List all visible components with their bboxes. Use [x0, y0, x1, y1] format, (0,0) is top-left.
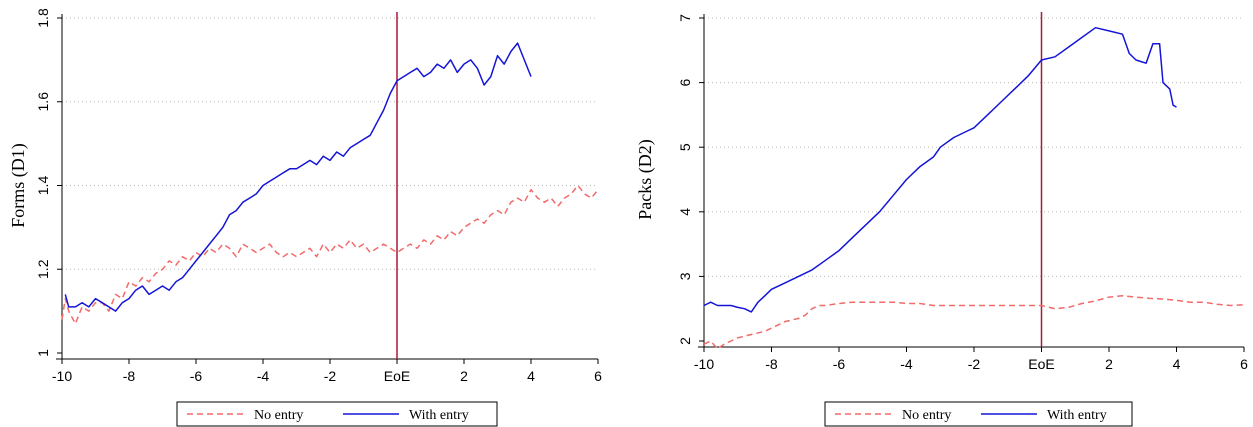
y-tick-label: 2 — [677, 337, 693, 345]
x-tick-label: -8 — [765, 356, 778, 372]
y-tick-label: 7 — [677, 14, 693, 22]
chart-panel-forms: 1 1.2 1.4 1.6 1.8 -10 -8 -6 -4 -2 EoE 2 4 6 Forms (D1)… — [0, 0, 626, 427]
series-line-with-entry — [64, 42, 532, 312]
x-tick-label: EoE — [1028, 356, 1054, 372]
y-tick-label: 1.8 — [35, 8, 51, 28]
legend-label-with-entry: With entry — [1047, 408, 1107, 423]
legend-label-no-entry: No entry — [902, 408, 951, 423]
y-axis-title: Packs (D2) — [635, 139, 656, 219]
y-tick-label: 1.2 — [35, 259, 51, 279]
x-tick-label: 6 — [1240, 356, 1248, 372]
x-tick-label: -4 — [900, 356, 913, 372]
x-tick-label: EoE — [384, 368, 410, 384]
series-line-with-entry — [703, 26, 1177, 313]
x-tick-label: 2 — [1105, 356, 1113, 372]
forms-chart: 1 1.2 1.4 1.6 1.8 -10 -8 -6 -4 -2 EoE 2 4 6 Forms (D1)… — [8, 8, 602, 427]
series-line-no-entry — [61, 184, 599, 325]
x-tick-label: -6 — [190, 368, 203, 384]
y-axis-title: Forms (D1) — [8, 143, 29, 228]
packs-chart: 2 3 4 5 6 7 -10 -8 -6 -4 -2 EoE 2 4 6 Packs (D2) No entr… — [635, 12, 1248, 427]
x-tick-label: -2 — [968, 356, 981, 372]
y-tick-label: 4 — [677, 208, 693, 216]
x-tick-label: 4 — [527, 368, 535, 384]
y-tick-label: 5 — [677, 143, 693, 151]
x-tick-label: -8 — [123, 368, 136, 384]
y-tick-label: 3 — [677, 272, 693, 280]
x-tick-label: 6 — [594, 368, 602, 384]
x-tick-label: 2 — [460, 368, 468, 384]
series-line-no-entry — [703, 295, 1245, 350]
x-tick-label: -10 — [52, 368, 72, 384]
legend-label-with-entry: With entry — [409, 408, 469, 423]
x-tick-label: -10 — [694, 356, 714, 372]
chart-panel-packs: 2 3 4 5 6 7 -10 -8 -6 -4 -2 EoE 2 4 6 Packs (D2) No entr… — [627, 0, 1253, 427]
y-tick-label: 1 — [35, 349, 51, 357]
x-tick-label: -2 — [324, 368, 337, 384]
y-tick-label: 1.6 — [35, 92, 51, 112]
y-tick-label: 6 — [677, 78, 693, 86]
x-tick-label: -6 — [833, 356, 846, 372]
x-tick-label: -4 — [257, 368, 270, 384]
x-tick-label: 4 — [1173, 356, 1181, 372]
y-tick-label: 1.4 — [35, 176, 51, 196]
legend-label-no-entry: No entry — [254, 408, 303, 423]
